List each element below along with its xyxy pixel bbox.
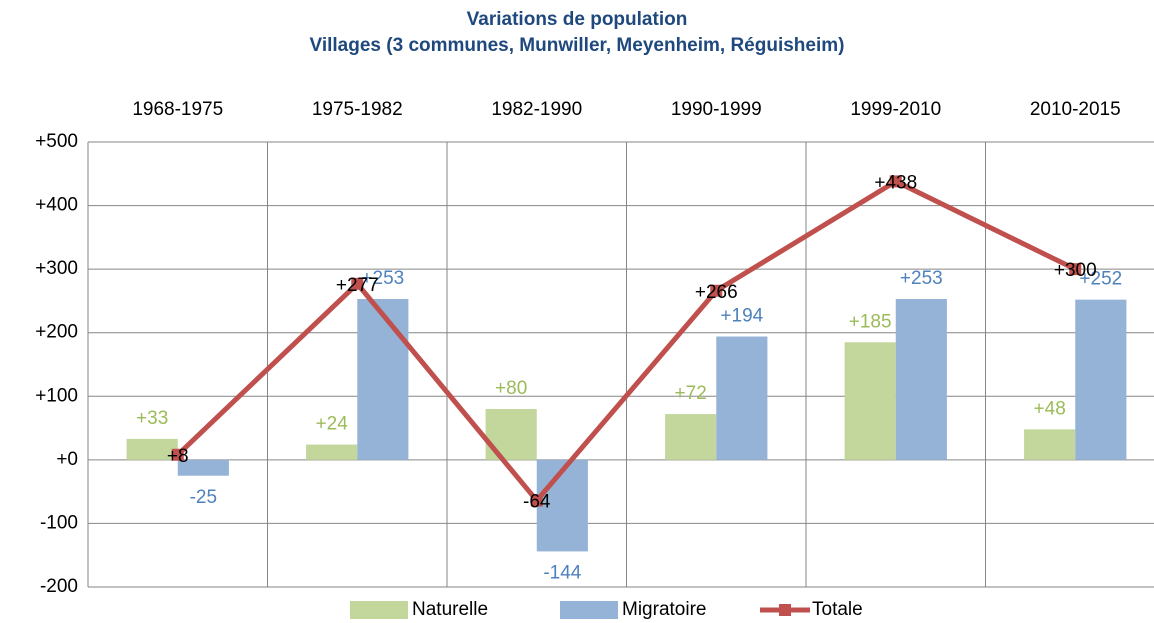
- data-label: +266: [695, 282, 738, 303]
- line-marker: [710, 284, 723, 297]
- line-marker: [889, 175, 902, 188]
- x-tick-label: 1975-1982: [312, 99, 403, 120]
- data-label: +48: [1034, 398, 1066, 419]
- line-marker: [1069, 263, 1082, 276]
- line-marker: [171, 448, 184, 461]
- line: [176, 178, 1077, 504]
- data-label: +253: [900, 268, 943, 289]
- y-tick-label: +0: [56, 449, 78, 470]
- chart-subtitle: Villages (3 communes, Munwiller, Meyenhe…: [310, 35, 845, 56]
- bar: [665, 414, 717, 460]
- data-label: +277: [336, 275, 379, 296]
- bar: [1024, 429, 1076, 460]
- x-tick-label: 1968-1975: [132, 99, 223, 120]
- data-label: +253: [361, 268, 404, 289]
- x-tick-label: 1982-1990: [491, 99, 582, 120]
- bar: [126, 438, 178, 460]
- y-tick-label: -100: [40, 512, 78, 533]
- y-tick-label: +300: [35, 258, 78, 279]
- bar: [895, 299, 947, 460]
- data-label: +8: [167, 446, 189, 467]
- y-tick-label: -200: [40, 576, 78, 597]
- bar: [536, 459, 588, 552]
- bar: [177, 459, 229, 476]
- legend-label: Migratoire: [622, 599, 706, 620]
- data-label: +252: [1079, 269, 1122, 290]
- data-label: +438: [874, 172, 917, 193]
- data-label: -25: [190, 487, 217, 508]
- bar: [844, 342, 896, 460]
- data-label: +300: [1054, 260, 1097, 281]
- y-tick-label: +500: [35, 131, 78, 152]
- x-tick-label: 1990-1999: [671, 99, 762, 120]
- data-label: +185: [849, 311, 892, 332]
- data-label: -64: [523, 492, 551, 513]
- data-label: -144: [543, 562, 581, 583]
- bar: [1075, 299, 1127, 460]
- y-tick-label: +100: [35, 385, 78, 406]
- data-label: +33: [136, 408, 168, 429]
- bar: [716, 336, 768, 460]
- bar: [485, 409, 537, 460]
- chart-title: Variations de population: [467, 9, 688, 30]
- y-tick-label: +200: [35, 322, 78, 343]
- bar: [357, 299, 409, 460]
- legend-marker: [779, 604, 791, 616]
- legend-swatch: [560, 601, 618, 619]
- y-tick-label: +400: [35, 195, 78, 216]
- legend-label: Naturelle: [412, 599, 488, 620]
- legend-swatch: [350, 601, 408, 619]
- bar: [306, 444, 358, 460]
- data-label: +80: [495, 378, 527, 399]
- legend-label: Totale: [812, 599, 863, 620]
- line-marker: [530, 494, 543, 507]
- x-tick-label: 2010-2015: [1030, 99, 1121, 120]
- line-marker: [351, 277, 364, 290]
- x-tick-label: 1999-2010: [850, 99, 941, 120]
- data-label: +24: [316, 414, 349, 435]
- data-label: +194: [720, 306, 763, 327]
- data-label: +72: [675, 383, 707, 404]
